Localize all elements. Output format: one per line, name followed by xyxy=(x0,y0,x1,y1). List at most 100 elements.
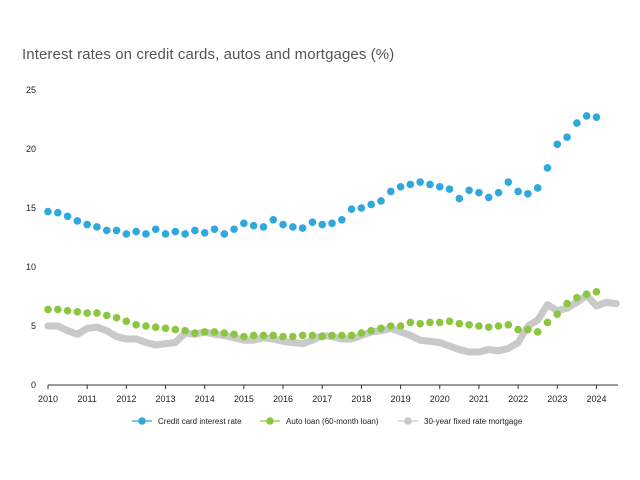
auto-loan-point xyxy=(102,311,111,320)
auto-loan-point xyxy=(475,322,483,330)
x-tick-label: 2011 xyxy=(77,394,96,404)
credit-card-point xyxy=(298,224,307,232)
credit-card-point xyxy=(582,112,591,120)
auto-loan-point xyxy=(396,322,405,330)
credit-card-point xyxy=(289,223,297,231)
credit-card-point xyxy=(338,216,346,224)
series-2 xyxy=(44,291,620,356)
credit-card-point xyxy=(44,207,52,216)
auto-loan-point xyxy=(53,305,62,314)
chart-legend: Credit card interest rate Auto loan (60-m… xyxy=(132,417,523,426)
credit-card-point xyxy=(269,216,278,224)
auto-loan-point xyxy=(582,290,591,298)
auto-loan-point xyxy=(289,332,297,341)
x-tick-label: 2013 xyxy=(156,394,176,404)
credit-card-point xyxy=(200,228,209,237)
auto-loan-point xyxy=(44,305,52,314)
credit-card-point xyxy=(328,219,336,228)
credit-card-point xyxy=(93,223,101,231)
credit-card-point xyxy=(63,212,72,221)
credit-card-point xyxy=(573,119,581,127)
credit-card-point xyxy=(494,188,503,197)
credit-card-point xyxy=(426,180,434,189)
auto-loan-point xyxy=(142,322,150,330)
credit-card-point xyxy=(83,220,91,229)
auto-loan-point xyxy=(161,324,170,333)
credit-card-point xyxy=(53,208,62,217)
auto-loan-point xyxy=(416,319,424,328)
x-tick-label: 2024 xyxy=(586,394,606,404)
x-tick-label: 2020 xyxy=(430,394,450,404)
credit-card-point xyxy=(416,178,424,186)
credit-card-point xyxy=(377,197,385,205)
series-0 xyxy=(44,112,601,238)
auto-loan-point xyxy=(494,322,503,330)
credit-card-point xyxy=(122,230,131,238)
credit-card-point xyxy=(367,200,375,209)
auto-loan-point xyxy=(347,331,356,340)
chart-series-layer xyxy=(44,112,620,356)
x-tick-label: 2019 xyxy=(391,394,411,404)
mortgage-point xyxy=(612,299,620,308)
auto-loan-point xyxy=(377,324,385,333)
auto-loan-point xyxy=(573,293,581,302)
auto-loan-point xyxy=(63,306,72,315)
auto-loan-point xyxy=(465,321,473,329)
credit-card-point xyxy=(347,205,356,213)
credit-card-point xyxy=(465,186,473,195)
y-tick-label: 5 xyxy=(31,321,36,331)
auto-loan-point xyxy=(220,329,229,337)
x-tick-label: 2022 xyxy=(508,394,528,404)
auto-loan-point xyxy=(269,331,278,340)
auto-loan-point xyxy=(181,326,189,335)
credit-card-point xyxy=(210,225,219,234)
auto-loan-point xyxy=(151,323,160,331)
auto-loan-point xyxy=(543,318,552,327)
auto-loan-point xyxy=(191,329,199,337)
credit-card-point xyxy=(533,184,542,192)
credit-card-point xyxy=(455,194,464,203)
y-tick-label: 20 xyxy=(26,144,36,154)
x-tick-label: 2016 xyxy=(273,394,293,404)
auto-loan-point xyxy=(426,318,434,327)
x-tick-label: 2017 xyxy=(312,394,332,404)
auto-loan-point xyxy=(445,317,454,326)
credit-card-point xyxy=(357,204,366,212)
credit-card-point xyxy=(181,230,189,238)
credit-card-point xyxy=(553,140,562,149)
credit-card-point xyxy=(406,180,415,189)
auto-loan-point xyxy=(533,328,542,336)
credit-card-point xyxy=(396,182,405,191)
auto-loan-point xyxy=(308,331,317,340)
x-tick-label: 2021 xyxy=(469,394,489,404)
auto-loan-point xyxy=(132,321,140,329)
credit-card-point xyxy=(191,226,199,235)
auto-loan-point xyxy=(279,332,287,341)
credit-card-point xyxy=(142,230,150,238)
x-tick-label: 2018 xyxy=(351,394,371,404)
auto-loan-point xyxy=(484,323,493,331)
legend-label: 30-year fixed rate mortgage xyxy=(424,417,523,426)
credit-card-point xyxy=(240,219,248,228)
legend-swatch-dot xyxy=(138,417,146,425)
credit-card-point xyxy=(102,226,111,235)
auto-loan-point xyxy=(455,319,464,328)
credit-card-point xyxy=(484,193,493,202)
credit-card-point xyxy=(524,190,532,198)
credit-card-point xyxy=(563,133,571,141)
auto-loan-point xyxy=(171,325,180,334)
credit-card-point xyxy=(259,223,268,231)
credit-card-point xyxy=(386,187,395,196)
credit-card-point xyxy=(249,221,258,230)
credit-card-point xyxy=(112,226,121,235)
auto-loan-point xyxy=(435,318,444,327)
credit-card-point xyxy=(435,182,444,191)
credit-card-point xyxy=(151,225,160,234)
chart-axes: 0 5 10 15 20 25 2010 2011 2012 2013 2014 2015 2016 20… xyxy=(26,85,618,404)
auto-loan-point xyxy=(210,328,219,336)
credit-card-point xyxy=(220,230,229,238)
auto-loan-point xyxy=(318,332,327,341)
auto-loan-point xyxy=(406,318,415,327)
credit-card-point xyxy=(171,227,180,236)
